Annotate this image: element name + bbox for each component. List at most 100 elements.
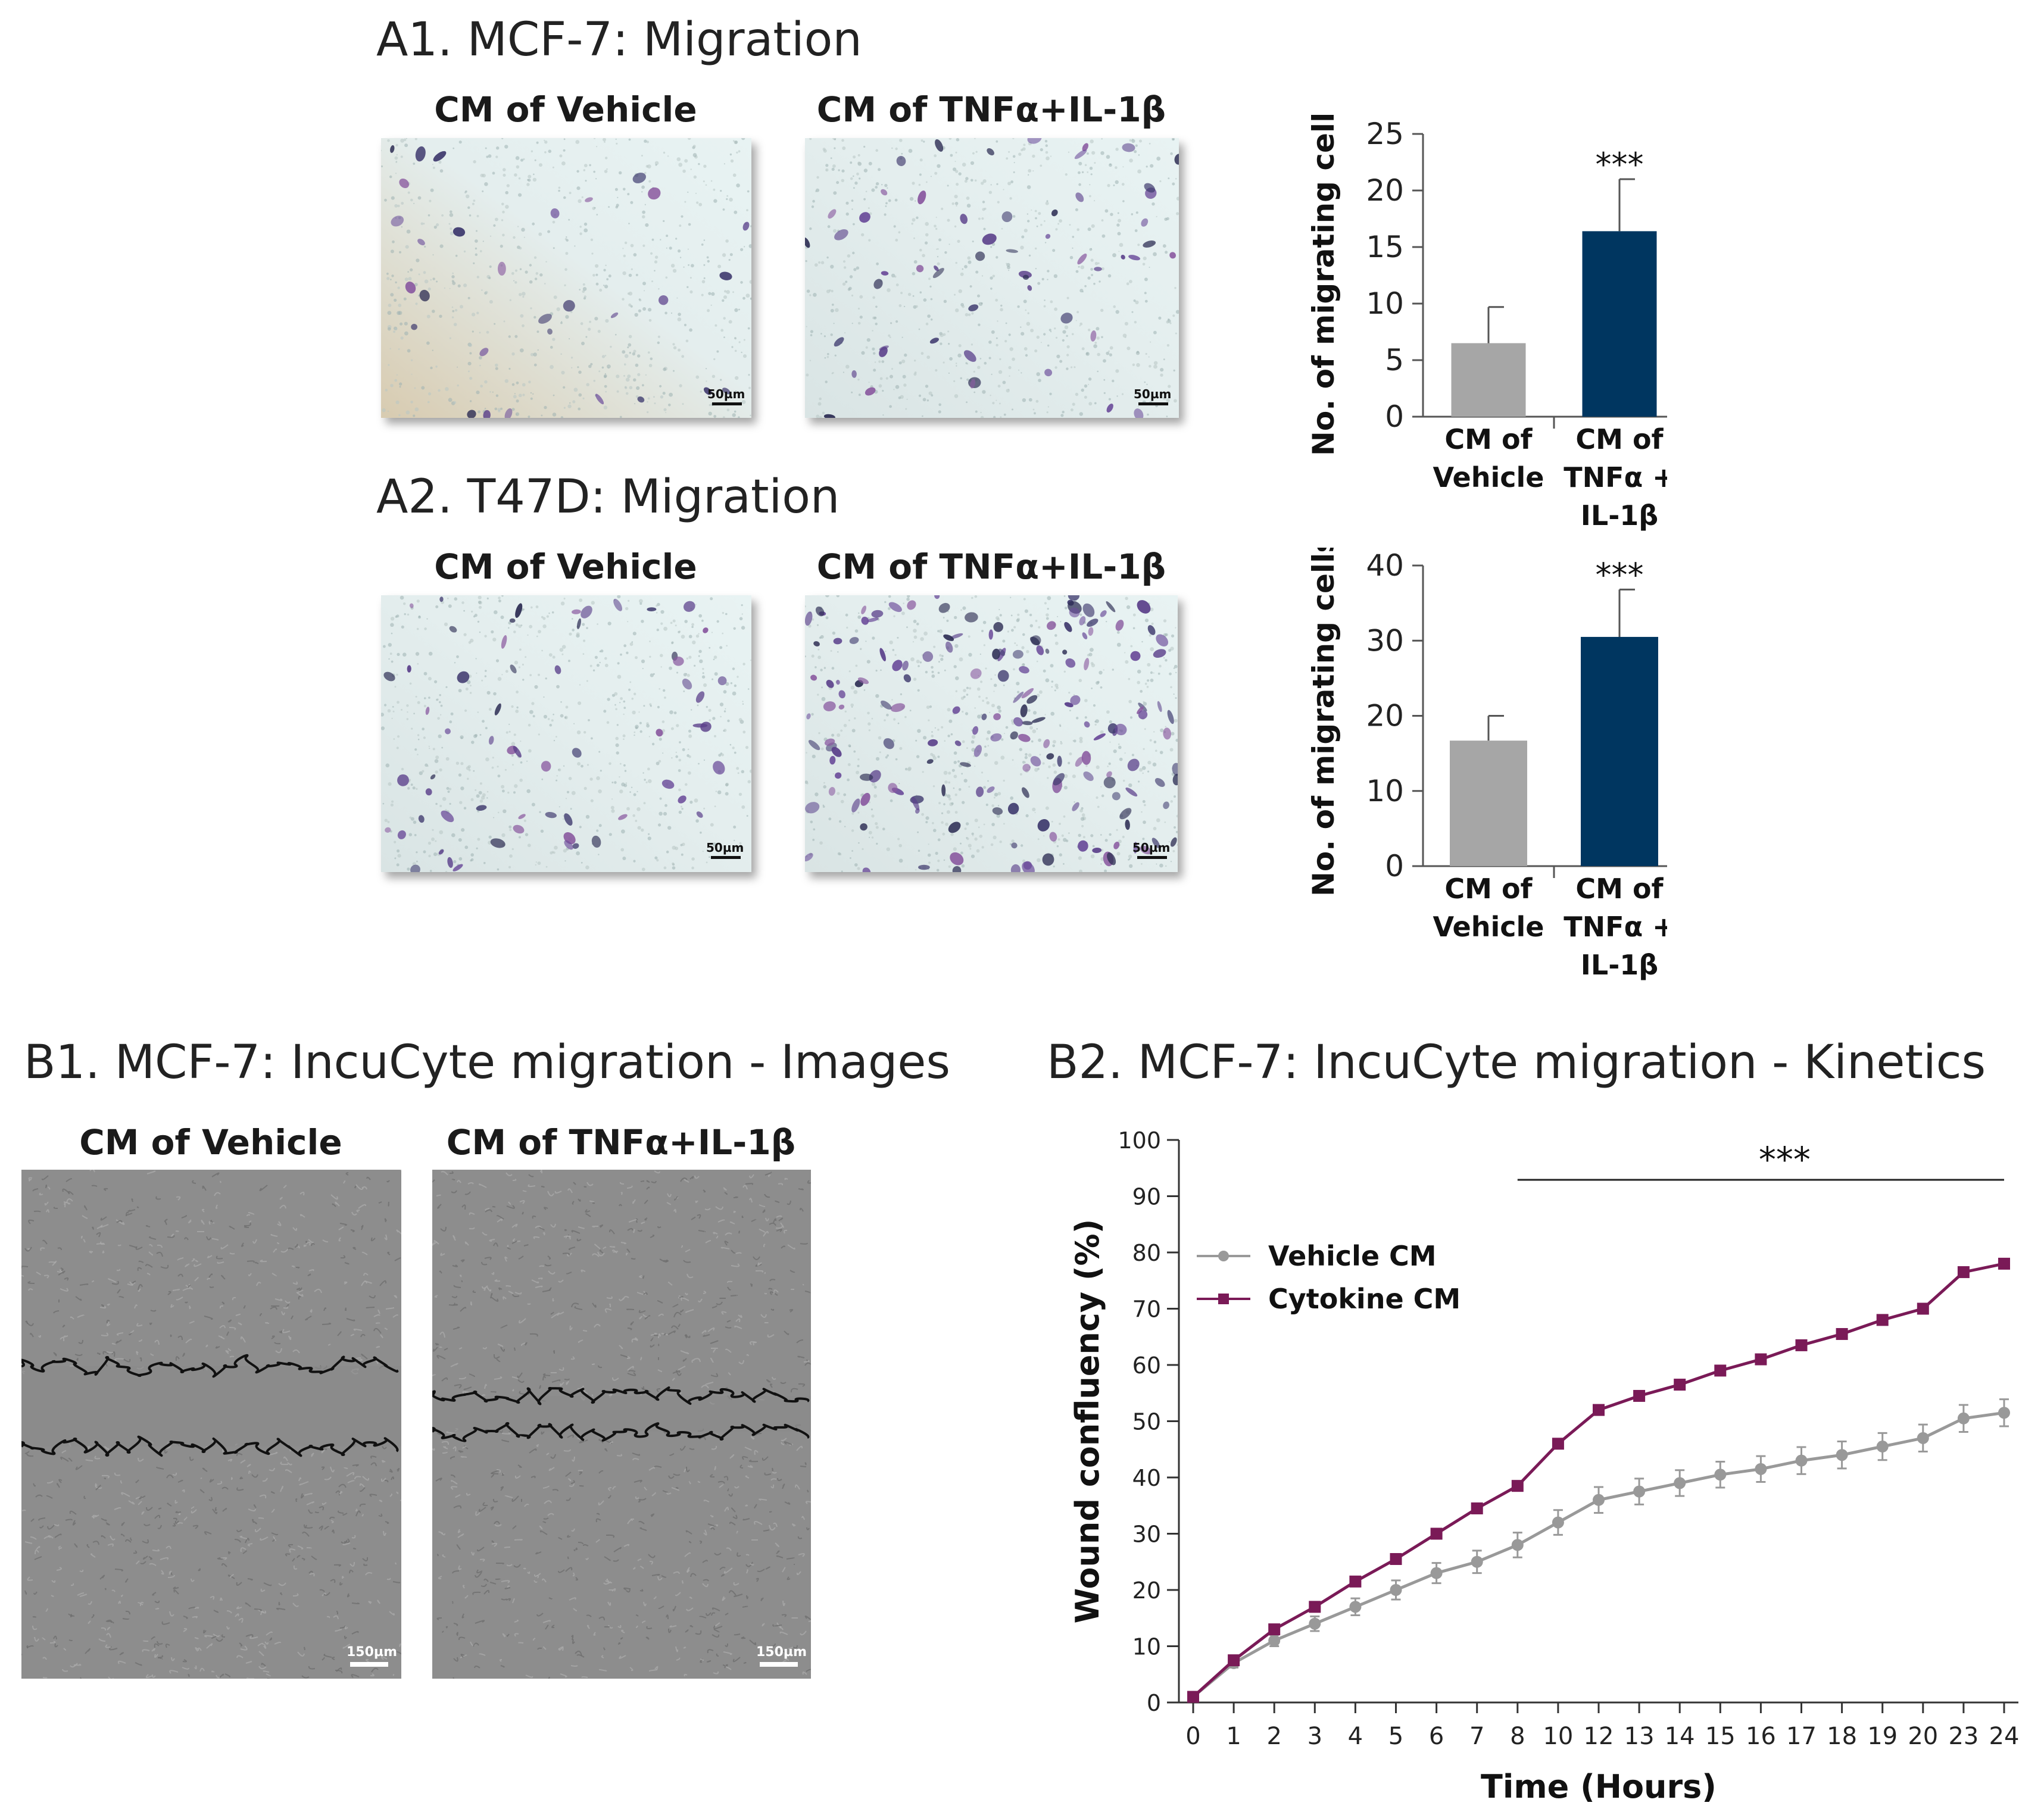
a2-micrograph-vehicle: 50µm <box>381 595 751 872</box>
category-label: Vehicle <box>1433 461 1544 493</box>
x-tick-label: 17 <box>1786 1723 1817 1750</box>
a1-micrograph-cytokine: 50µm <box>805 138 1179 418</box>
data-point <box>1390 1553 1402 1566</box>
scalebar-label: 50µm <box>1134 387 1172 401</box>
data-point <box>1633 1389 1646 1402</box>
y-tick-label: 40 <box>1366 548 1404 583</box>
data-point <box>1957 1266 1970 1279</box>
a2-image-label-vehicle: CM of Vehicle <box>434 546 697 587</box>
y-axis-label: No. of migrating cells <box>1306 113 1341 456</box>
category-label: CM of <box>1575 423 1664 455</box>
micrograph-texture <box>805 595 1178 872</box>
data-point <box>1674 1477 1686 1489</box>
b1-scratch-image-cytokine: 150µm <box>432 1170 811 1679</box>
data-point <box>1593 1494 1605 1506</box>
legend-marker <box>1218 1294 1229 1304</box>
category-label: TNFα + <box>1564 911 1667 943</box>
significance-label: *** <box>1759 1139 1811 1180</box>
y-tick-label: 70 <box>1132 1296 1161 1323</box>
category-label: CM of <box>1575 873 1664 905</box>
data-point <box>1917 1302 1929 1315</box>
scalebar <box>711 856 741 859</box>
data-point <box>1674 1379 1686 1391</box>
cell-texture <box>432 1170 811 1679</box>
a1-image-label-cytokine: CM of TNFα+IL-1β <box>816 89 1166 130</box>
x-tick-label: 0 <box>1185 1723 1200 1750</box>
data-point <box>1511 1480 1524 1492</box>
series-0 <box>1187 1398 2010 1703</box>
b1-scratch-image-vehicle: 150µm <box>21 1170 401 1679</box>
a1-image-label-vehicle: CM of Vehicle <box>434 89 697 130</box>
data-point <box>1552 1438 1564 1450</box>
wound-edge-bottom <box>432 1422 810 1442</box>
y-tick-label: 50 <box>1132 1409 1161 1435</box>
x-tick-label: 5 <box>1388 1723 1403 1750</box>
micrograph-background <box>381 595 751 872</box>
data-point <box>1876 1441 1889 1453</box>
micrograph-texture <box>805 138 1179 418</box>
stained-cells <box>805 595 1178 872</box>
data-point <box>1836 1449 1848 1461</box>
legend-marker <box>1218 1251 1229 1261</box>
scalebar-label: 150µm <box>756 1645 807 1660</box>
x-tick-label: 7 <box>1469 1723 1484 1750</box>
b1-image-label-vehicle: CM of Vehicle <box>79 1122 342 1163</box>
data-point <box>1511 1539 1524 1551</box>
y-tick-label: 20 <box>1132 1577 1161 1604</box>
category-label: CM of <box>1444 873 1533 905</box>
x-tick-label: 3 <box>1307 1723 1322 1750</box>
x-tick-label: 1 <box>1226 1723 1241 1750</box>
data-point <box>1471 1502 1483 1514</box>
a1-micrograph-vehicle: 50µm <box>381 138 751 418</box>
y-tick-label: 0 <box>1385 399 1404 434</box>
x-tick-label: 16 <box>1746 1723 1776 1750</box>
y-tick-label: 20 <box>1366 173 1404 208</box>
y-tick-label: 5 <box>1385 343 1404 377</box>
bar <box>1582 231 1657 417</box>
data-point <box>1876 1314 1889 1326</box>
data-point <box>1552 1516 1564 1529</box>
category-label: Vehicle <box>1433 911 1544 943</box>
wound-edge-bottom <box>21 1435 399 1457</box>
data-point <box>1714 1469 1727 1481</box>
category-label: CM of <box>1444 423 1533 455</box>
scalebar <box>1137 856 1167 859</box>
y-tick-label: 10 <box>1366 774 1404 808</box>
scalebar <box>712 402 742 405</box>
data-point <box>1349 1601 1362 1613</box>
data-point <box>1957 1412 1970 1424</box>
scalebar <box>1138 402 1168 405</box>
x-tick-label: 8 <box>1510 1723 1525 1750</box>
x-tick-label: 24 <box>1989 1723 2020 1750</box>
panel-b2-title: B2. MCF-7: IncuCyte migration - Kinetics <box>1047 1036 1986 1089</box>
legend-label: Vehicle CM <box>1268 1240 1437 1272</box>
x-tick-label: 10 <box>1543 1723 1573 1750</box>
x-tick-label: 23 <box>1948 1723 1979 1750</box>
a2-micrograph-cytokine: 50µm <box>805 595 1178 872</box>
data-point <box>1633 1485 1646 1498</box>
scalebar <box>350 1662 388 1667</box>
significance-label: *** <box>1596 146 1644 183</box>
data-point <box>1836 1328 1848 1341</box>
x-tick-label: 12 <box>1584 1723 1614 1750</box>
y-tick-label: 25 <box>1366 117 1404 151</box>
y-tick-label: 90 <box>1132 1184 1161 1210</box>
data-point <box>1998 1407 2010 1419</box>
significance-label: *** <box>1596 556 1644 593</box>
data-point <box>1917 1432 1929 1444</box>
data-point <box>1430 1527 1443 1540</box>
stained-cells <box>805 138 1179 418</box>
bar <box>1581 636 1658 866</box>
category-label: IL-1β <box>1581 499 1658 532</box>
scalebar-label: 150µm <box>347 1645 398 1660</box>
y-tick-label: 100 <box>1118 1127 1161 1154</box>
series-1 <box>1187 1257 2010 1703</box>
data-point <box>1998 1257 2010 1270</box>
data-point <box>1228 1654 1240 1667</box>
x-tick-label: 13 <box>1624 1723 1655 1750</box>
data-point <box>1755 1353 1767 1366</box>
category-label: TNFα + <box>1564 461 1667 493</box>
x-tick-label: 6 <box>1429 1723 1444 1750</box>
data-point <box>1349 1575 1362 1588</box>
